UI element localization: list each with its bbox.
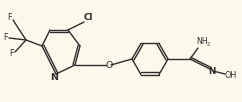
Text: F: F: [10, 49, 14, 59]
Text: N: N: [50, 74, 58, 83]
Text: O: O: [105, 60, 113, 69]
Text: NH: NH: [196, 38, 208, 47]
Text: 2: 2: [206, 43, 210, 48]
Text: OH: OH: [225, 72, 237, 80]
Text: Cl: Cl: [83, 13, 93, 22]
Text: N: N: [208, 68, 216, 76]
Text: F: F: [8, 13, 12, 23]
Text: F: F: [4, 33, 8, 43]
